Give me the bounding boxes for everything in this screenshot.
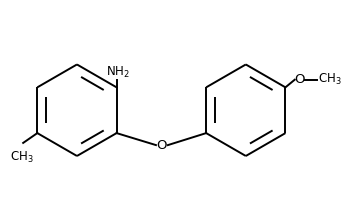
Text: CH$_3$: CH$_3$ — [318, 72, 342, 87]
Text: O: O — [157, 139, 167, 152]
Text: O: O — [294, 73, 305, 86]
Text: NH$_2$: NH$_2$ — [106, 65, 130, 80]
Text: CH$_3$: CH$_3$ — [10, 149, 34, 164]
